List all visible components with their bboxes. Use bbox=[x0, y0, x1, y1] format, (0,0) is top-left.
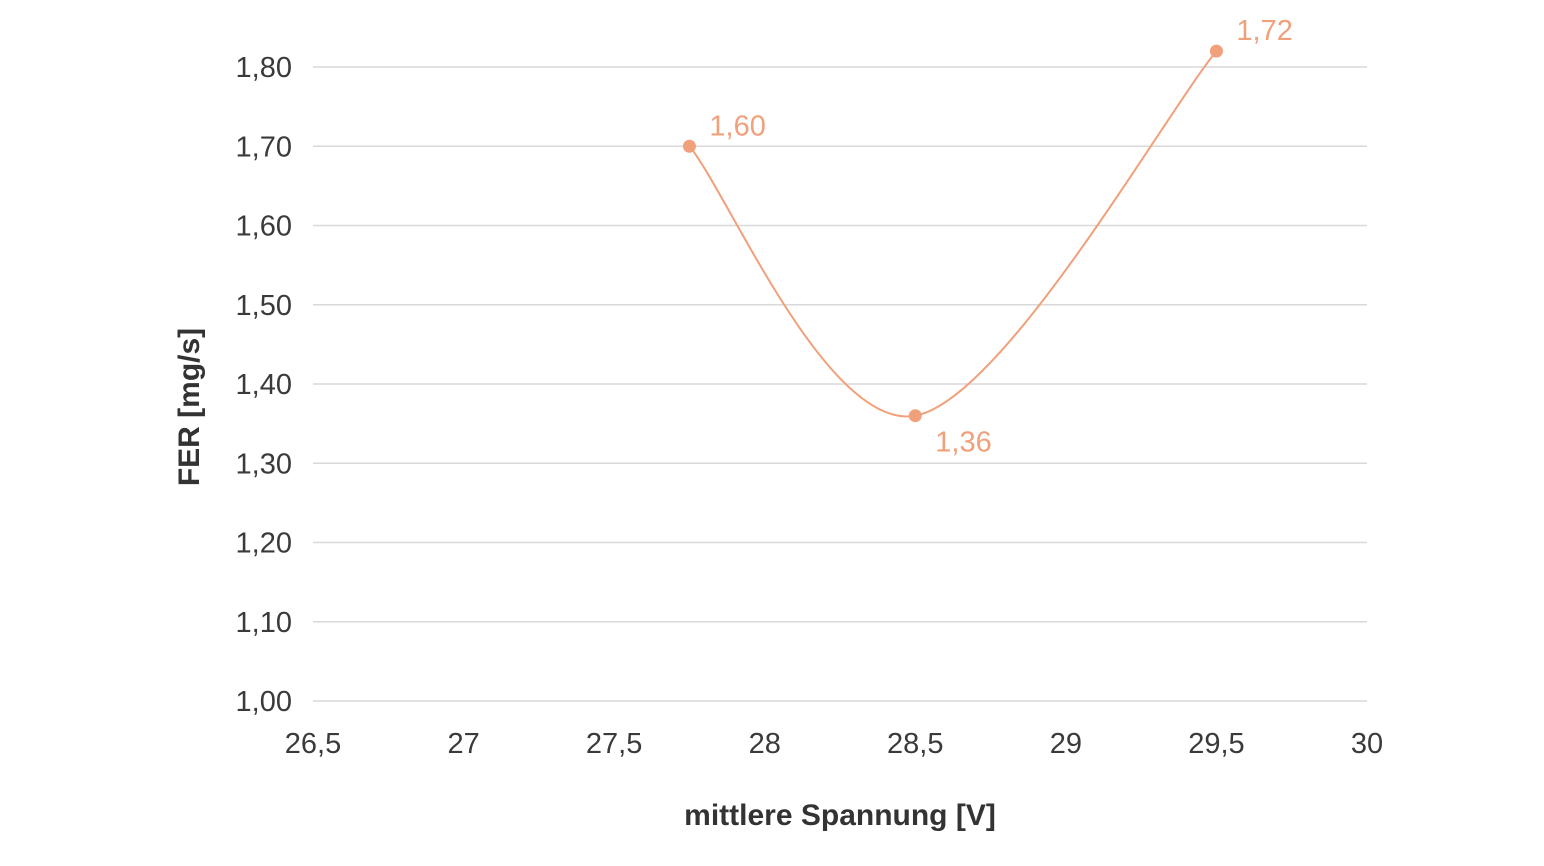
series-layer: 1,60 1,36 1,72 bbox=[682, 15, 1293, 459]
data-point bbox=[1209, 44, 1223, 58]
data-point bbox=[908, 409, 922, 423]
x-tick-label: 27 bbox=[447, 728, 479, 760]
y-tick-label: 1,30 bbox=[236, 448, 292, 480]
x-axis-ticks: 26,5 27 27,5 28 28,5 29 29,5 30 bbox=[285, 728, 1383, 760]
x-tick-label: 30 bbox=[1351, 728, 1383, 760]
x-tick-label: 28,5 bbox=[887, 728, 943, 760]
y-tick-label: 1,20 bbox=[236, 528, 292, 560]
data-point bbox=[682, 139, 696, 153]
data-label: 1,60 bbox=[709, 110, 765, 142]
data-label: 1,36 bbox=[935, 427, 991, 459]
x-tick-label: 29 bbox=[1050, 728, 1082, 760]
y-tick-label: 1,80 bbox=[236, 52, 292, 84]
y-tick-label: 1,00 bbox=[236, 686, 292, 718]
x-axis-title: mittlere Spannung [V] bbox=[684, 799, 996, 832]
gridlines bbox=[313, 66, 1367, 702]
x-tick-label: 27,5 bbox=[586, 728, 642, 760]
y-tick-label: 1,50 bbox=[236, 290, 292, 322]
y-axis-title: FER [mg/s] bbox=[173, 328, 206, 486]
x-tick-label: 26,5 bbox=[285, 728, 341, 760]
x-tick-label: 29,5 bbox=[1188, 728, 1244, 760]
y-tick-label: 1,10 bbox=[236, 607, 292, 639]
y-tick-label: 1,70 bbox=[236, 131, 292, 163]
y-tick-label: 1,40 bbox=[236, 369, 292, 401]
y-tick-label: 1,60 bbox=[236, 211, 292, 243]
x-tick-label: 28 bbox=[749, 728, 781, 760]
data-label: 1,72 bbox=[1236, 15, 1292, 47]
series-line bbox=[688, 50, 1218, 418]
y-axis-ticks: 1,00 1,10 1,20 1,30 1,40 1,50 1,60 1,70 1,80 bbox=[236, 52, 292, 718]
